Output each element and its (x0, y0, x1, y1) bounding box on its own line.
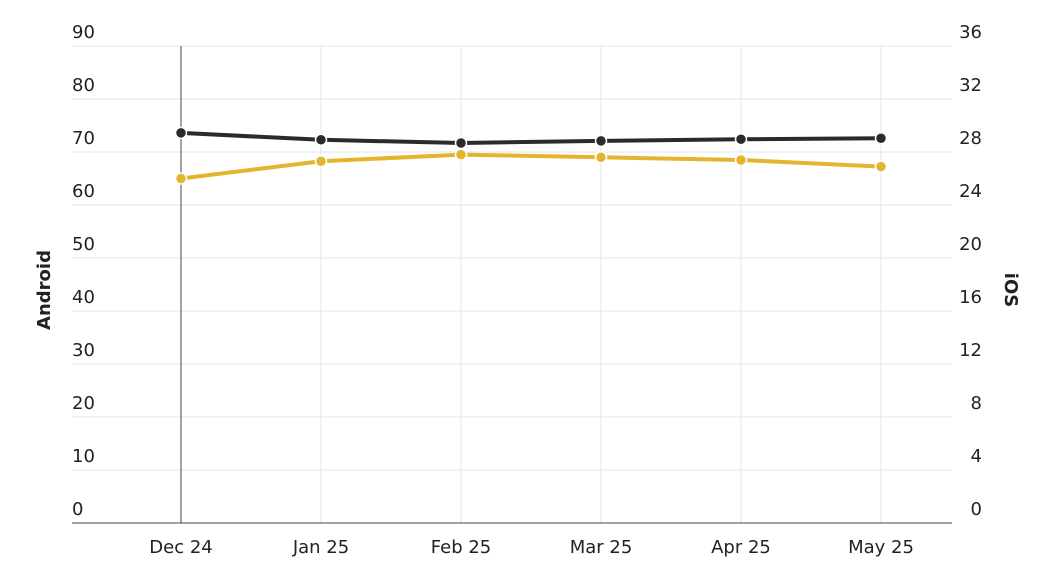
y-tick-label: 40 (72, 287, 95, 308)
y-tick-label: 10 (72, 446, 95, 467)
y-tick-label: 20 (72, 393, 95, 414)
point (314, 155, 328, 168)
x-tick-label: Jan 25 (292, 537, 349, 558)
point (874, 160, 888, 173)
y-tick-label: 50 (72, 234, 95, 255)
y2-tick-label: 8 (971, 393, 982, 414)
point (734, 133, 748, 146)
series-line (180, 152, 882, 181)
point (734, 153, 748, 167)
y2-tick-label: 16 (959, 287, 982, 308)
y2-tick-label: 36 (959, 22, 982, 43)
y2-tick-label: 0 (971, 499, 982, 520)
point (454, 136, 468, 150)
y2-tick-label: 12 (959, 340, 982, 361)
point (454, 148, 468, 161)
y-tick-label: 30 (72, 340, 95, 361)
y-tick-label: 80 (72, 75, 95, 96)
y2-tick-label: 28 (959, 128, 982, 149)
x-tick-label: May 25 (848, 537, 914, 558)
y-axis-title: Android (34, 250, 55, 330)
y-tick-label: 70 (72, 128, 95, 149)
y2-tick-label: 32 (959, 75, 982, 96)
y2-axis-title: iOS (1000, 273, 1021, 307)
y-tick-label: 0 (72, 499, 83, 520)
x-tick-label: Dec 24 (149, 537, 212, 558)
point (314, 133, 328, 147)
point (174, 172, 188, 185)
y2-tick-label: 20 (959, 234, 982, 255)
series-line (180, 130, 882, 145)
x-tick-label: Mar 25 (570, 537, 633, 558)
y-tick-label: 90 (72, 22, 95, 43)
point (594, 134, 608, 148)
point (174, 126, 188, 140)
y-tick-label: 60 (72, 181, 95, 202)
x-tick-label: Apr 25 (711, 537, 771, 558)
point (594, 151, 608, 164)
y2-tick-label: 4 (971, 446, 982, 467)
x-tick-label: Feb 25 (431, 537, 492, 558)
y2-tick-label: 24 (959, 181, 982, 202)
point (874, 131, 888, 145)
